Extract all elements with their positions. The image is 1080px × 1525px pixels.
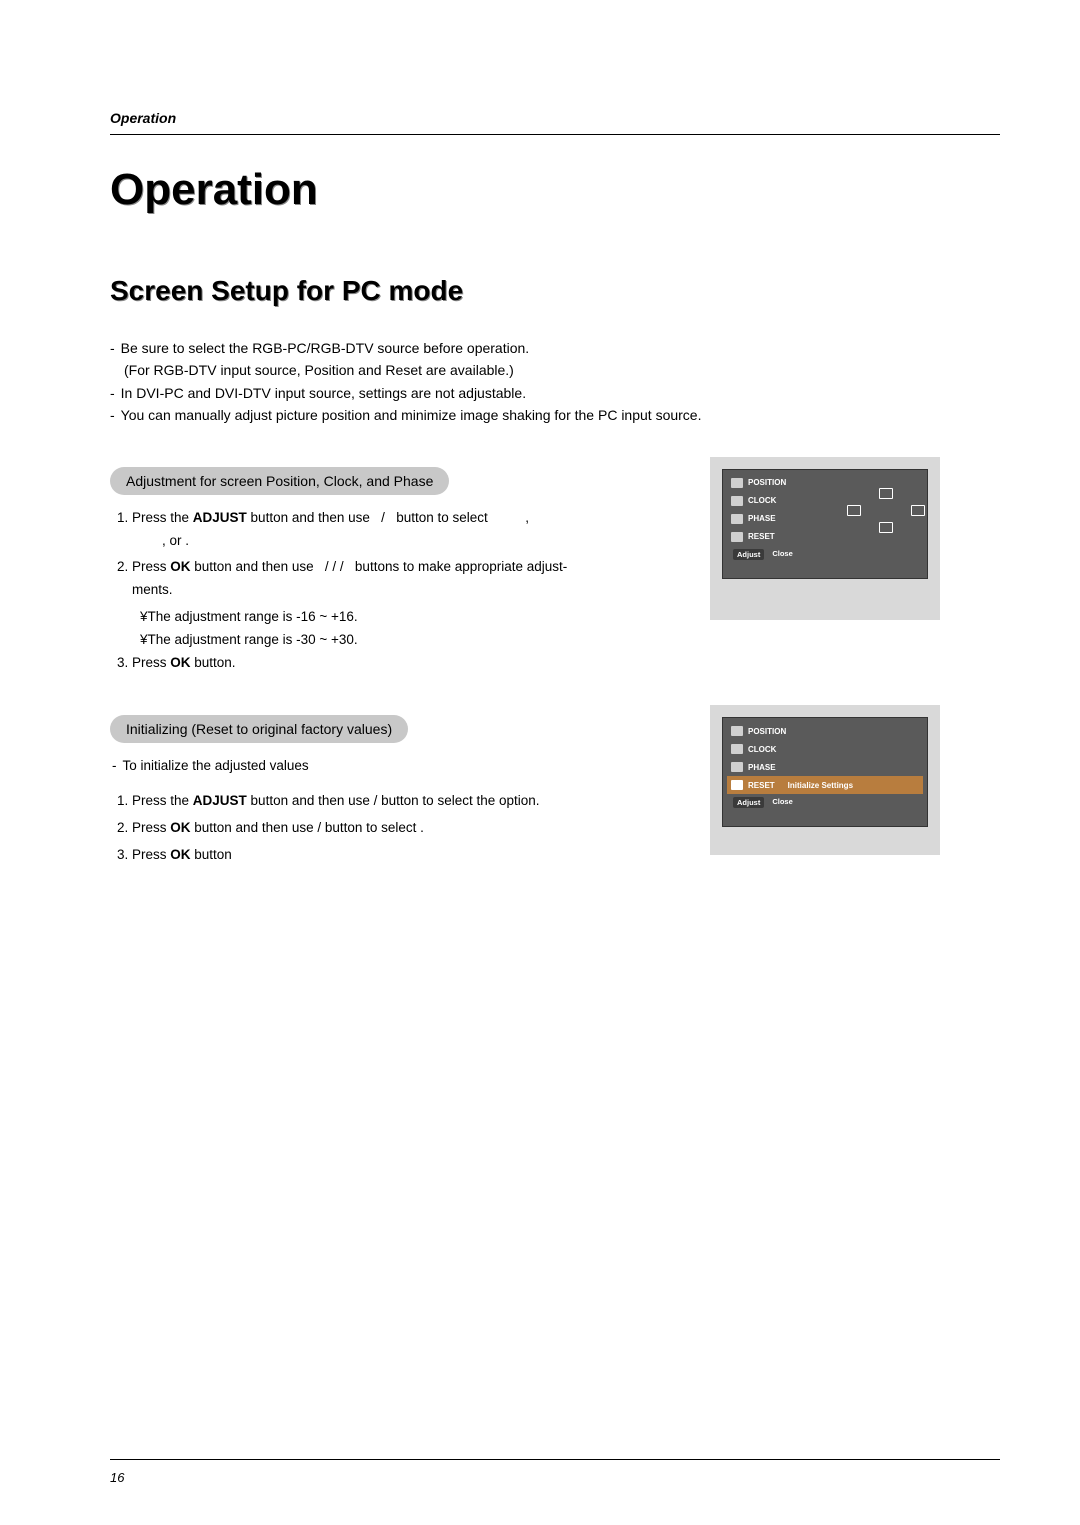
step-item: Press the ADJUST button and then use / b… [132, 507, 570, 553]
steps-list: Press the ADJUST button and then use / b… [110, 507, 570, 676]
osd-close-label: Close [772, 549, 792, 560]
intro-item-sub: (For RGB-DTV input source, Position and … [124, 359, 1000, 381]
phase-icon [731, 762, 743, 772]
section-subtitle: Screen Setup for PC mode [110, 275, 1000, 307]
clock-icon [731, 496, 743, 506]
intro-item: You can manually adjust picture position… [121, 404, 702, 426]
sub-bullets: ¥The adjustment range is -16 ~ +16. ¥The… [110, 606, 570, 652]
steps-list: -To initialize the adjusted values Press… [110, 755, 570, 867]
step-item: Press OK button and then use / button to… [132, 817, 570, 840]
section-initialize: Initializing (Reset to original factory … [110, 715, 1000, 867]
arrow-right-icon [911, 505, 925, 516]
osd-item-phase: PHASE [727, 510, 849, 528]
arrow-up-icon [879, 488, 893, 499]
top-divider [110, 134, 1000, 135]
osd-adjust-label: Adjust [733, 549, 764, 560]
osd-inner: POSITION CLOCK PHASE RESET [722, 469, 928, 579]
intro-item: In DVI-PC and DVI-DTV input source, sett… [121, 382, 526, 404]
bottom-divider [110, 1459, 1000, 1460]
page-number: 16 [110, 1470, 1000, 1485]
phase-icon [731, 514, 743, 524]
bullet-item: ¥The adjustment range is -30 ~ +30. [140, 629, 570, 652]
position-icon [731, 478, 743, 488]
osd-panel-adjustment: POSITION CLOCK PHASE RESET [710, 457, 940, 620]
osd-item-reset: RESET [727, 528, 849, 546]
breadcrumb: Operation [110, 110, 1000, 126]
dash-note: To initialize the adjusted values [123, 755, 309, 778]
osd-footer: Adjust Close [727, 794, 923, 811]
initialize-settings-label: Initialize Settings [788, 781, 853, 790]
section-pill: Initializing (Reset to original factory … [110, 715, 408, 743]
footer: 16 [110, 1459, 1000, 1485]
step-item: Press OK button. [132, 652, 570, 675]
page-title: Operation [110, 165, 1000, 215]
osd-inner: POSITION CLOCK PHASE RESET Initialize Se… [722, 717, 928, 827]
osd-close-label: Close [772, 797, 792, 808]
osd-item-position: POSITION [727, 722, 923, 740]
osd-item-clock: CLOCK [727, 740, 923, 758]
section-adjustment: Adjustment for screen Position, Clock, a… [110, 467, 1000, 676]
position-icon [731, 726, 743, 736]
step-item: Press the ADJUST button and then use / b… [132, 790, 570, 813]
osd-item-position: POSITION [727, 474, 849, 492]
osd-footer: Adjust Close [727, 546, 923, 563]
intro-item: Be sure to select the RGB-PC/RGB-DTV sou… [121, 337, 530, 359]
reset-icon [731, 780, 743, 790]
section-pill: Adjustment for screen Position, Clock, a… [110, 467, 449, 495]
step-item: Press OK button and then use / / / butto… [132, 556, 570, 602]
osd-adjust-label: Adjust [733, 797, 764, 808]
osd-item-clock: CLOCK [727, 492, 849, 510]
reset-icon [731, 532, 743, 542]
clock-icon [731, 744, 743, 754]
arrow-left-icon [847, 505, 861, 516]
osd-item-reset-highlight: RESET Initialize Settings [727, 776, 923, 794]
bullet-item: ¥The adjustment range is -16 ~ +16. [140, 606, 570, 629]
arrow-down-icon [879, 522, 893, 533]
step-item: Press OK button [132, 844, 570, 867]
osd-panel-initialize: POSITION CLOCK PHASE RESET Initialize Se… [710, 705, 940, 855]
intro-list: -Be sure to select the RGB-PC/RGB-DTV so… [110, 337, 1000, 427]
osd-item-phase: PHASE [727, 758, 923, 776]
